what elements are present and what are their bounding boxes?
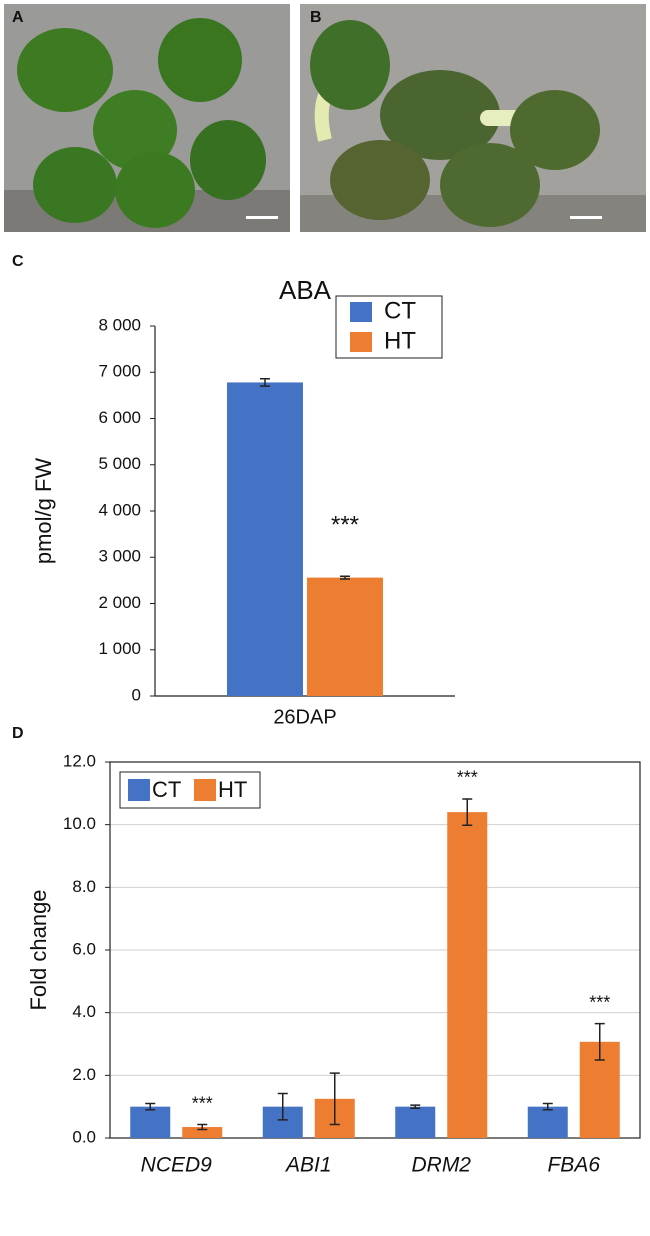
y-axis-label: pmol/g FW xyxy=(31,458,56,565)
x-tick-label: 26DAP xyxy=(273,706,336,728)
photo-a: A xyxy=(4,4,290,232)
panel-label: D xyxy=(12,725,24,742)
x-tick-label: NCED9 xyxy=(141,1154,213,1177)
x-tick-label: FBA6 xyxy=(547,1154,600,1177)
bar xyxy=(182,1127,223,1138)
y-tick-label: 0.0 xyxy=(72,1127,96,1146)
annotation: *** xyxy=(331,512,359,539)
legend-label: HT xyxy=(218,777,247,802)
y-tick-label: 2 000 xyxy=(98,593,141,612)
bar xyxy=(227,382,303,696)
y-tick-label: 10.0 xyxy=(63,814,96,833)
y-tick-label: 6 000 xyxy=(98,408,141,427)
bar xyxy=(527,1106,568,1138)
y-tick-label: 3 000 xyxy=(98,547,141,566)
error-bar xyxy=(145,1102,156,1111)
bar xyxy=(307,577,383,696)
y-tick-label: 8 000 xyxy=(98,315,141,334)
error-bar xyxy=(594,1022,605,1061)
chart-title: ABA xyxy=(279,275,332,305)
y-tick-label: 12.0 xyxy=(63,751,96,770)
photo-b: B xyxy=(300,4,646,232)
bar xyxy=(395,1106,436,1138)
legend-swatch xyxy=(194,779,216,801)
y-tick-label: 6.0 xyxy=(72,939,96,958)
legend-swatch xyxy=(350,302,372,322)
error-bar xyxy=(340,575,350,580)
x-tick-label: DRM2 xyxy=(411,1154,471,1177)
y-tick-label: 7 000 xyxy=(98,362,141,381)
y-tick-label: 5 000 xyxy=(98,454,141,473)
legend-label: HT xyxy=(384,327,416,354)
legend-swatch xyxy=(128,779,150,801)
y-tick-label: 1 000 xyxy=(98,639,141,658)
bar xyxy=(130,1106,171,1138)
y-tick-label: 4.0 xyxy=(72,1002,96,1021)
y-tick-label: 4 000 xyxy=(98,500,141,519)
error-bar xyxy=(542,1102,553,1111)
panel-label: A xyxy=(12,9,24,26)
error-bar xyxy=(197,1123,208,1131)
error-bar xyxy=(260,377,270,387)
error-bar xyxy=(329,1072,340,1126)
error-bar xyxy=(410,1104,421,1109)
annotation: *** xyxy=(589,992,610,1012)
error-bar xyxy=(462,798,473,827)
y-tick-label: 2.0 xyxy=(72,1065,96,1084)
legend-label: CT xyxy=(384,297,416,324)
annotation: *** xyxy=(457,768,478,788)
legend-swatch xyxy=(350,332,372,352)
panel-label: B xyxy=(310,9,322,26)
annotation: *** xyxy=(192,1093,213,1113)
y-tick-label: 0 xyxy=(132,685,141,704)
plot-frame xyxy=(109,761,641,1139)
legend-label: CT xyxy=(152,777,181,802)
bar xyxy=(447,812,488,1138)
y-axis-label: Fold change xyxy=(26,889,51,1010)
y-tick-label: 8.0 xyxy=(72,877,96,896)
x-tick-label: ABI1 xyxy=(284,1154,332,1177)
error-bar xyxy=(277,1092,288,1121)
panel-label: C xyxy=(12,253,24,270)
